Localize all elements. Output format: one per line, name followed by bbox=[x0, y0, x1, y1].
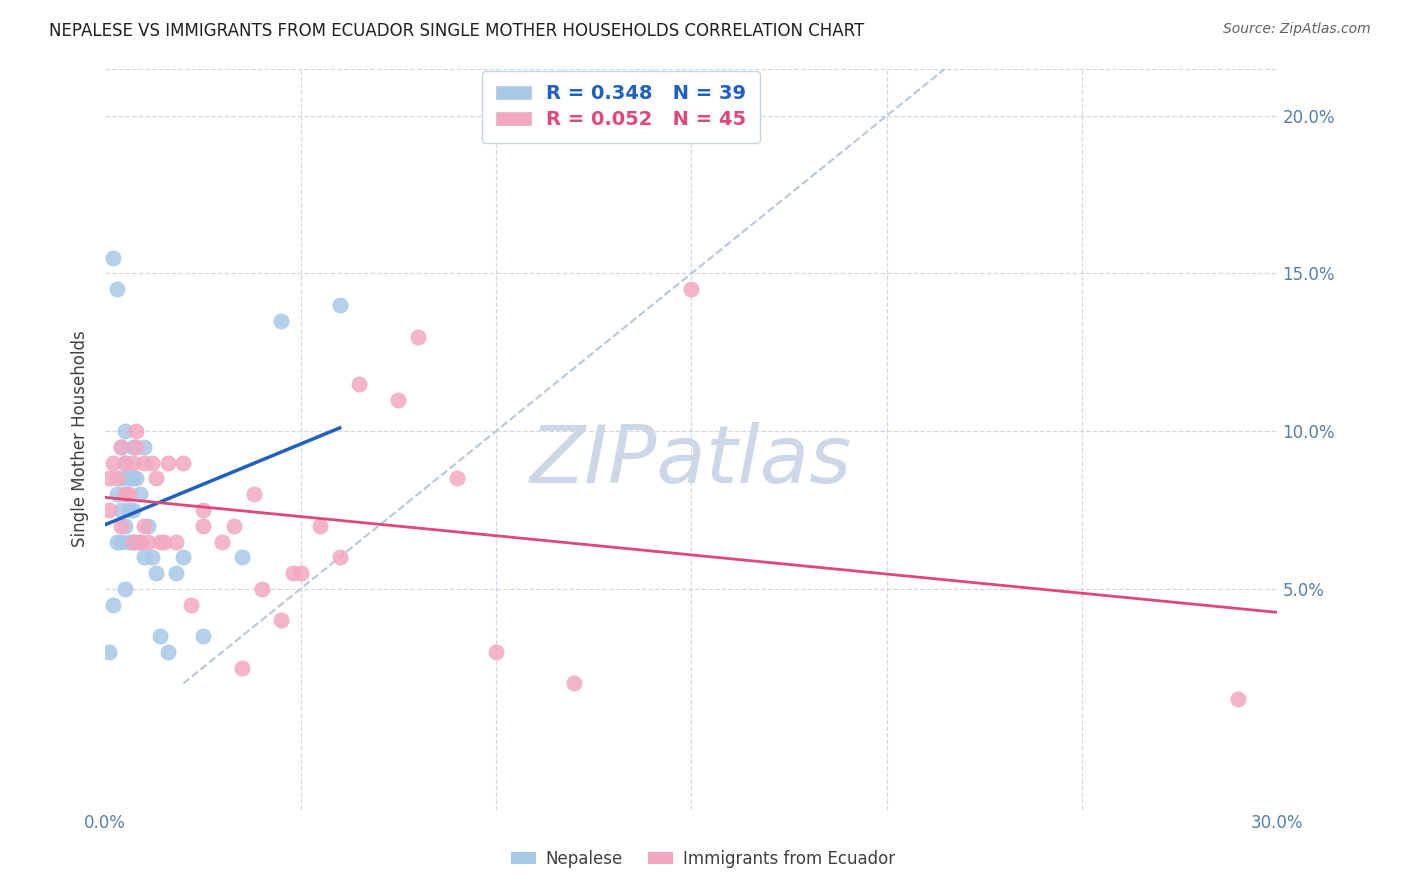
Point bbox=[446, 471, 468, 485]
Point bbox=[180, 598, 202, 612]
Point bbox=[114, 582, 136, 596]
Point bbox=[136, 534, 159, 549]
Point bbox=[149, 534, 172, 549]
Point bbox=[165, 534, 187, 549]
Point bbox=[211, 534, 233, 549]
Point bbox=[156, 645, 179, 659]
Y-axis label: Single Mother Households: Single Mother Households bbox=[72, 331, 89, 548]
Legend: Nepalese, Immigrants from Ecuador: Nepalese, Immigrants from Ecuador bbox=[505, 844, 901, 875]
Point bbox=[406, 329, 429, 343]
Legend: R = 0.348   N = 39, R = 0.052   N = 45: R = 0.348 N = 39, R = 0.052 N = 45 bbox=[482, 70, 759, 143]
Point bbox=[121, 471, 143, 485]
Point bbox=[281, 566, 304, 580]
Point bbox=[121, 503, 143, 517]
Point bbox=[145, 471, 167, 485]
Point bbox=[1227, 692, 1250, 706]
Point bbox=[231, 660, 253, 674]
Point bbox=[125, 424, 148, 438]
Point bbox=[114, 456, 136, 470]
Point bbox=[114, 518, 136, 533]
Point bbox=[172, 456, 194, 470]
Point bbox=[110, 440, 132, 454]
Point bbox=[141, 550, 163, 565]
Point bbox=[231, 550, 253, 565]
Point bbox=[110, 471, 132, 485]
Text: ZIPatlas: ZIPatlas bbox=[530, 422, 852, 500]
Text: Source: ZipAtlas.com: Source: ZipAtlas.com bbox=[1223, 22, 1371, 37]
Point bbox=[134, 518, 156, 533]
Point bbox=[250, 582, 273, 596]
Point bbox=[153, 534, 176, 549]
Point bbox=[165, 566, 187, 580]
Point bbox=[98, 503, 121, 517]
Point bbox=[681, 282, 703, 296]
Point bbox=[347, 376, 370, 391]
Point bbox=[145, 566, 167, 580]
Point bbox=[114, 424, 136, 438]
Point bbox=[129, 487, 152, 501]
Point bbox=[387, 392, 409, 407]
Point bbox=[118, 534, 141, 549]
Point bbox=[114, 456, 136, 470]
Point bbox=[105, 534, 128, 549]
Point bbox=[136, 518, 159, 533]
Point bbox=[110, 440, 132, 454]
Point bbox=[191, 503, 214, 517]
Point bbox=[125, 440, 148, 454]
Point bbox=[105, 487, 128, 501]
Point bbox=[110, 534, 132, 549]
Point bbox=[134, 550, 156, 565]
Point bbox=[121, 440, 143, 454]
Point bbox=[485, 645, 508, 659]
Point bbox=[562, 676, 585, 690]
Point bbox=[329, 298, 352, 312]
Text: NEPALESE VS IMMIGRANTS FROM ECUADOR SINGLE MOTHER HOUSEHOLDS CORRELATION CHART: NEPALESE VS IMMIGRANTS FROM ECUADOR SING… bbox=[49, 22, 865, 40]
Point bbox=[156, 456, 179, 470]
Point bbox=[101, 598, 124, 612]
Point bbox=[114, 487, 136, 501]
Point bbox=[118, 471, 141, 485]
Point bbox=[105, 282, 128, 296]
Point bbox=[101, 456, 124, 470]
Point bbox=[141, 456, 163, 470]
Point bbox=[118, 503, 141, 517]
Point bbox=[270, 314, 292, 328]
Point bbox=[224, 518, 246, 533]
Point bbox=[129, 534, 152, 549]
Point bbox=[114, 487, 136, 501]
Point bbox=[101, 251, 124, 265]
Point bbox=[129, 534, 152, 549]
Point bbox=[125, 471, 148, 485]
Point bbox=[98, 471, 121, 485]
Point bbox=[191, 518, 214, 533]
Point bbox=[125, 534, 148, 549]
Point bbox=[242, 487, 264, 501]
Point bbox=[191, 629, 214, 643]
Point bbox=[172, 550, 194, 565]
Point bbox=[121, 534, 143, 549]
Point bbox=[134, 440, 156, 454]
Point bbox=[110, 503, 132, 517]
Point bbox=[110, 518, 132, 533]
Point bbox=[105, 471, 128, 485]
Point bbox=[329, 550, 352, 565]
Point bbox=[134, 456, 156, 470]
Point bbox=[270, 613, 292, 627]
Point bbox=[118, 487, 141, 501]
Point bbox=[98, 645, 121, 659]
Point bbox=[121, 534, 143, 549]
Point bbox=[149, 629, 172, 643]
Point bbox=[290, 566, 312, 580]
Point bbox=[309, 518, 332, 533]
Point bbox=[121, 456, 143, 470]
